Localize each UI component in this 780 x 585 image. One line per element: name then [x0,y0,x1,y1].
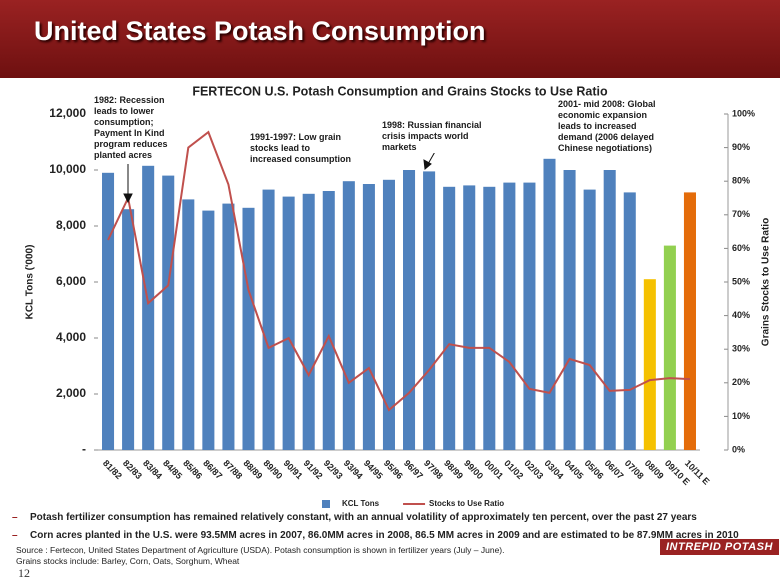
y2-tick-label: 40% [732,310,750,320]
line [107,130,691,412]
y2-tick-label: 0% [732,444,745,454]
legend-label: KCL Tons [342,499,380,508]
header-band: United States Potash Consumption [0,0,780,78]
y2-tick-label: 20% [732,377,750,387]
x-tick-label: 05/06 [583,458,606,481]
x-tick-label: 00/01 [482,458,505,481]
bar [523,182,536,450]
x-tick-label: 95/96 [382,458,405,481]
arrow-head [423,159,432,170]
bar [463,185,476,450]
x-tick-label: 87/88 [221,458,244,481]
annotation: 1991-1997: Low grain stocks lead to incr… [250,132,354,165]
x-tick-label: 07/08 [623,458,646,481]
bullet-text: Corn acres planted in the U.S. were 93.5… [30,530,739,541]
chart-title: FERTECON U.S. Potash Consumption and Gra… [192,84,608,98]
bar [623,192,636,450]
x-tick-label: 83/84 [141,458,164,481]
bar [202,210,215,450]
page-number: 12 [18,566,30,580]
x-tick-label: 82/83 [121,458,144,481]
y-axis-title: KCL Tons ('000) [25,245,36,320]
annotation: 1998: Russian financial crisis impacts w… [382,120,494,153]
bar [583,189,596,450]
bar [443,186,456,451]
y-tick-label: 10,000 [49,162,86,176]
bar [182,199,195,450]
x-tick-label: 03/04 [542,458,565,481]
bar [242,207,255,450]
y2-tick-label: 50% [732,276,750,286]
bullet-text: Potash fertilizer consumption has remain… [30,512,697,523]
x-tick-label: 97/98 [422,458,445,481]
bar [122,209,135,450]
bar [362,184,375,450]
source-note: Source : Fertecon, United States Departm… [16,545,505,555]
bar [563,170,576,450]
x-tick-label: 86/87 [201,458,224,481]
bar [663,245,676,450]
annotation: 1982: Recession leads to lower consumpti… [94,95,170,161]
x-tick-label: 04/05 [562,458,585,481]
x-tick-label: 98/99 [442,458,465,481]
bar [403,170,416,450]
y-tick-label: 8,000 [56,218,86,232]
bar [643,279,656,450]
bar [302,193,315,451]
x-tick-label: 01/02 [502,458,525,481]
bar [342,181,355,450]
x-tick-label: 94/95 [362,458,385,481]
grains-note: Grains stocks include: Barley, Corn, Oat… [16,556,240,566]
x-tick-label: 81/82 [101,458,124,481]
x-tick-label: 90/91 [282,458,305,481]
x-tick-label: 85/86 [181,458,204,481]
x-tick-label: 88/89 [241,458,264,481]
logo: INTREPID POTASH [660,539,779,555]
chart: FERTECON U.S. Potash Consumption and Gra… [25,84,772,508]
x-tick-label: 92/93 [322,458,345,481]
y2-tick-label: 10% [732,411,750,421]
slide-title: United States Potash Consumption [34,16,486,46]
x-tick-label: 84/85 [161,458,184,481]
x-tick-label: 02/03 [522,458,545,481]
y2-axis-title: Grains Stocks to Use Ratio [761,218,772,346]
bar [543,158,556,451]
x-tick-label: 96/97 [402,458,425,481]
y-tick-label: 12,000 [49,106,86,120]
y-tick-label: 4,000 [56,330,86,344]
y-tick-label: - [82,442,86,456]
bar [483,186,496,451]
bar [683,192,696,450]
bar [603,170,616,450]
bar [262,189,275,450]
x-tick-label: 91/92 [302,458,325,481]
x-tick-label: 06/07 [603,458,626,481]
bar [162,175,175,450]
y2-tick-label: 90% [732,142,750,152]
bar [222,203,235,450]
y2-tick-label: 70% [732,209,750,219]
bar [423,171,436,450]
bar [142,165,155,451]
arrow-head [123,193,133,204]
y-tick-label: 2,000 [56,386,86,400]
legend-label: Stocks to Use Ratio [429,499,504,508]
y2-tick-label: 30% [732,344,750,354]
x-tick-label: 93/94 [342,458,365,481]
bar [382,179,395,451]
x-tick-label: 99/00 [462,458,485,481]
bar [102,172,115,451]
y-tick-label: 6,000 [56,274,86,288]
bar [282,196,295,450]
legend-swatch [322,500,330,508]
y2-tick-label: 60% [732,243,750,253]
y2-tick-label: 80% [732,176,750,186]
bar [503,182,516,450]
annotation: 2001- mid 2008: Global economic expansio… [558,99,662,154]
x-tick-label: 08/09 [643,458,666,481]
x-tick-label: 89/90 [261,458,284,481]
y2-tick-label: 100% [732,108,755,118]
bar [322,191,335,450]
